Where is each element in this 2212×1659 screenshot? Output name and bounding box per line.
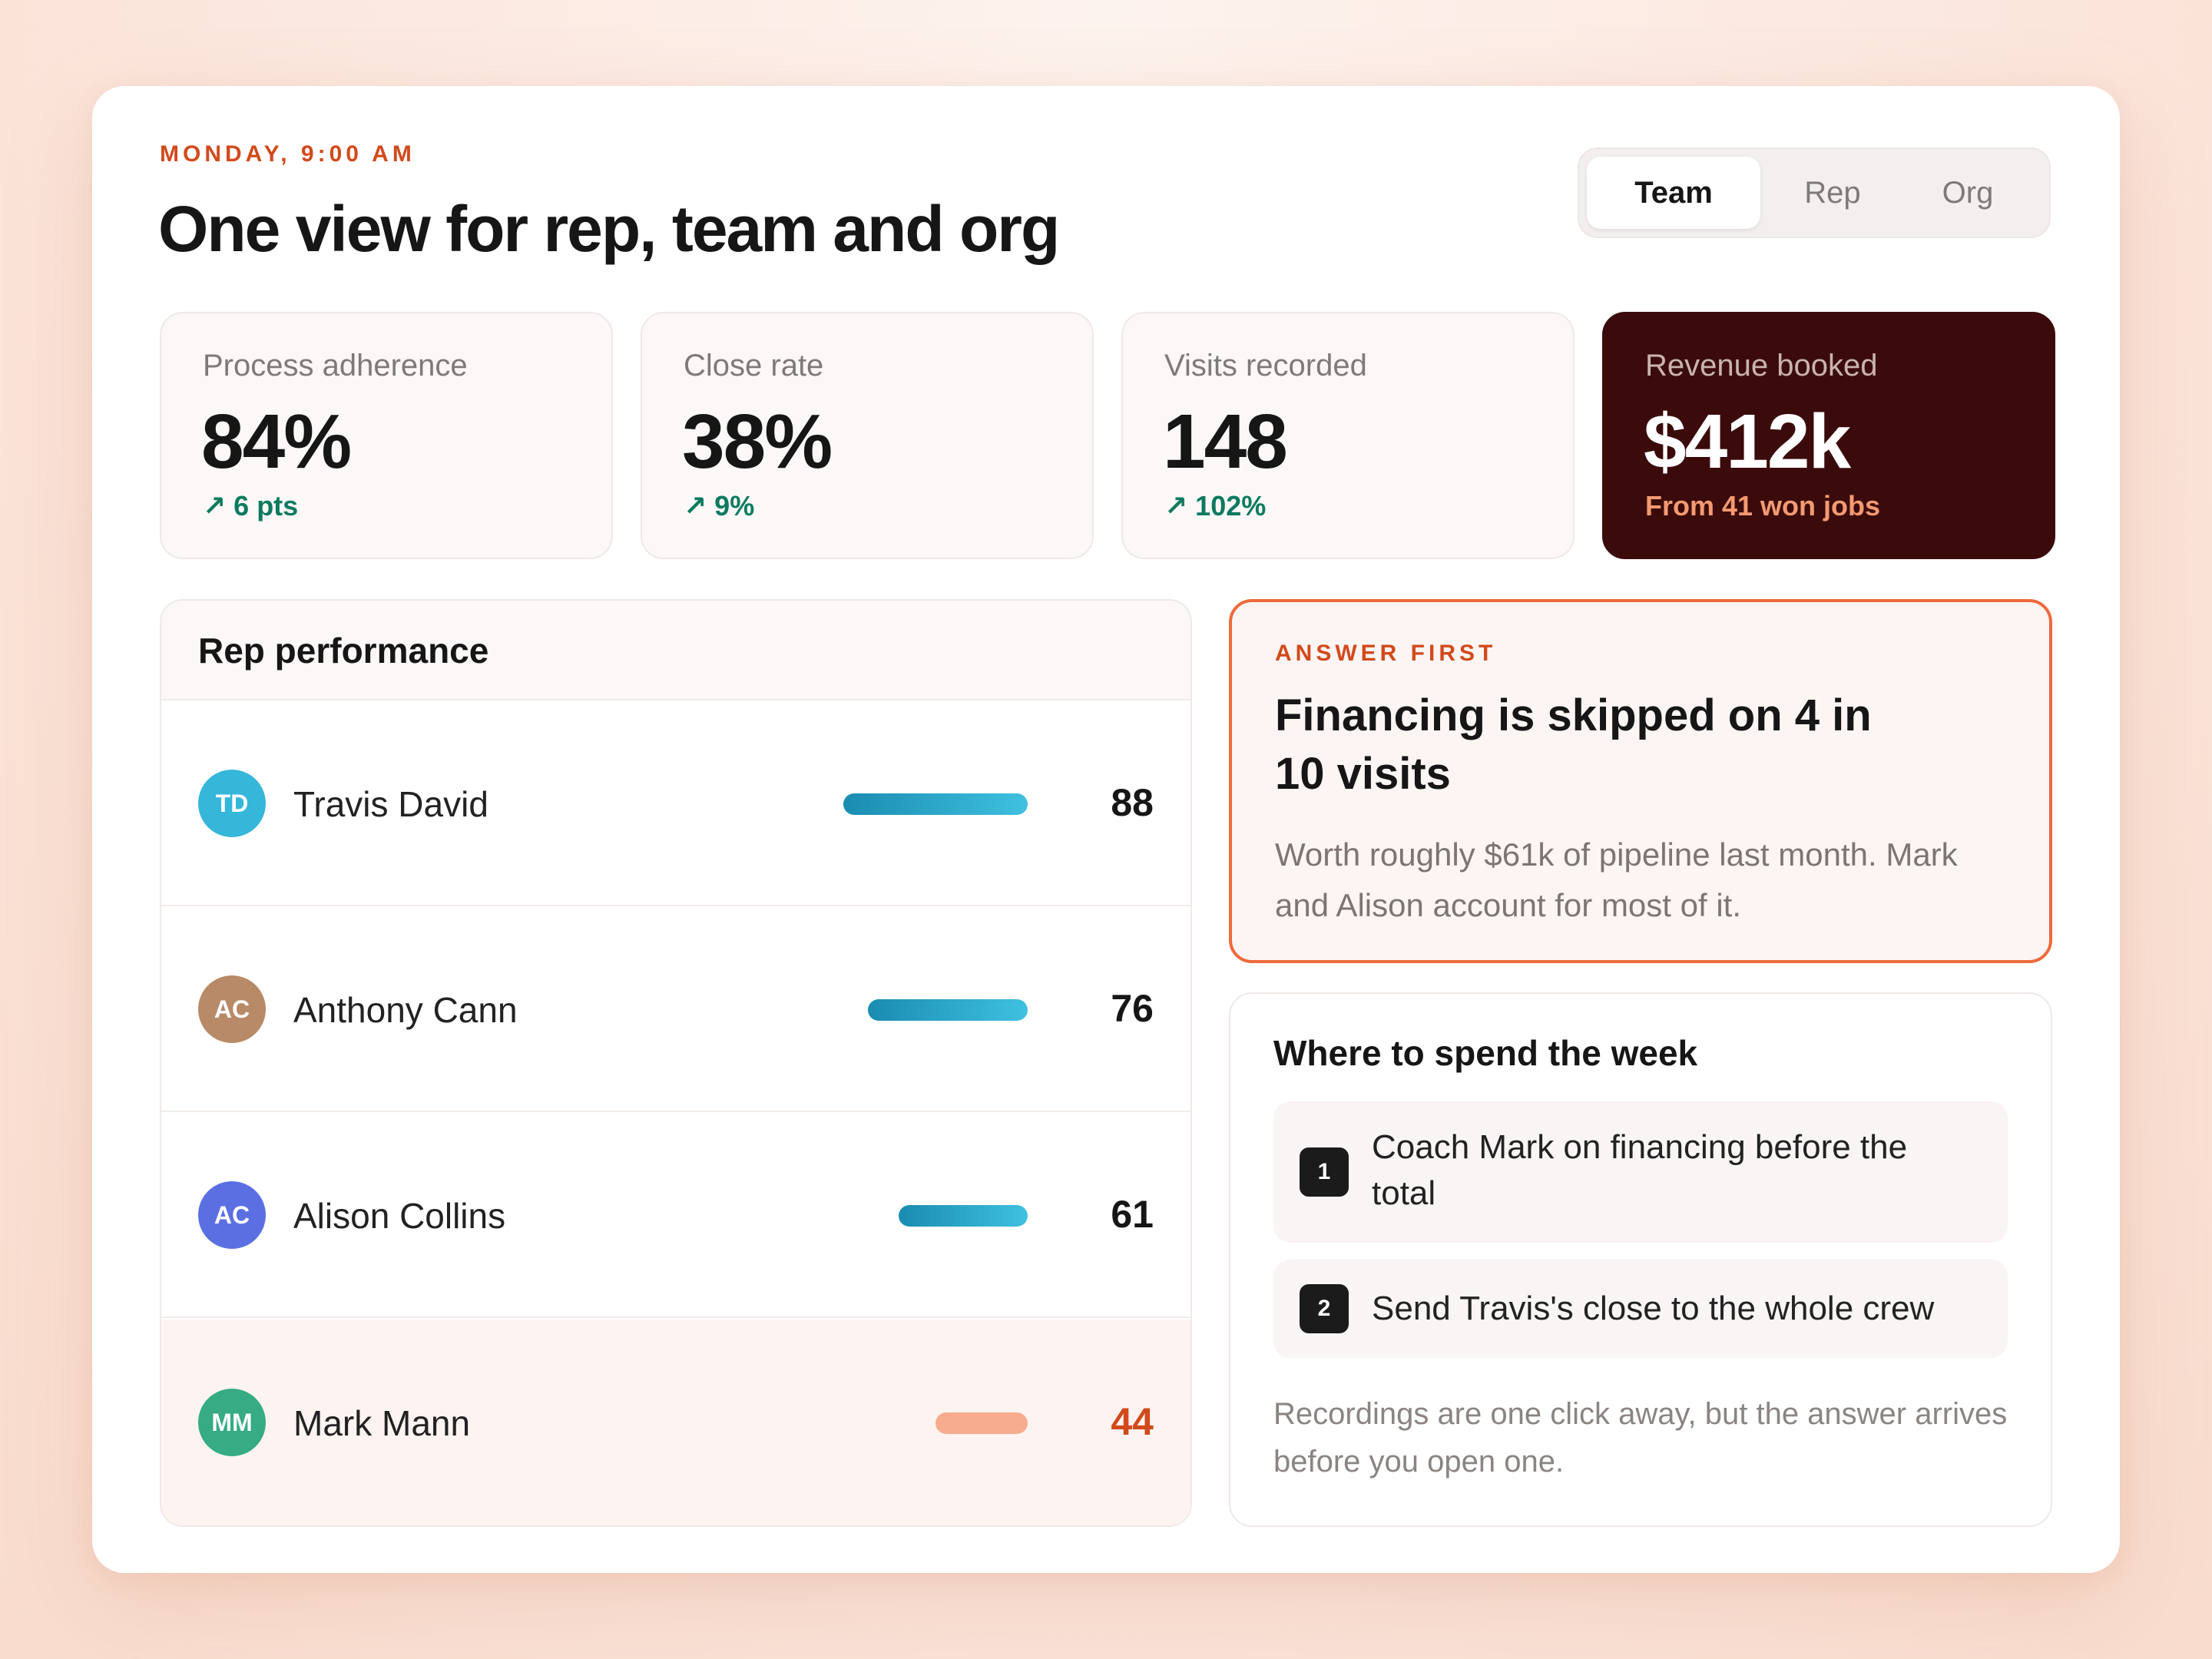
stat-delta: ↗ 102% [1164, 490, 1267, 522]
rep-row[interactable]: TD Travis David 88 [161, 700, 1190, 906]
week-footer-note: Recordings are one click away, but the a… [1273, 1397, 2008, 1479]
answer-title: Financing is skipped on 4 in 10 visits [1275, 690, 1872, 799]
stat-label: Close rate [684, 349, 824, 382]
page-title: One view for rep, team and org [158, 193, 1060, 265]
stat-subtext: From 41 won jobs [1645, 490, 1881, 522]
stat-card-close-rate: Close rate 38% ↗ 9% [641, 312, 1094, 559]
score-bar [868, 999, 1028, 1021]
rep-name: Anthony Cann [293, 990, 518, 1030]
avatar: MM [198, 1389, 266, 1456]
dashboard-card: MONDAY, 9:00 AM One view for rep, team a… [92, 86, 2120, 1573]
stat-card-process-adherence: Process adherence 84% ↗ 6 pts [160, 312, 613, 559]
rep-row[interactable]: MM Mark Mann 44 [161, 1320, 1190, 1525]
rep-score: 88 [1111, 781, 1154, 824]
rep-score: 61 [1111, 1193, 1154, 1236]
stat-delta: ↗ 6 pts [203, 490, 299, 522]
stat-label: Visits recorded [1164, 349, 1367, 382]
week-title: Where to spend the week [1273, 1033, 1698, 1073]
rep-name: Mark Mann [293, 1403, 471, 1443]
answer-first-card: ANSWER FIRST Financing is skipped on 4 i… [1229, 599, 2052, 963]
stat-value: 148 [1163, 399, 1288, 485]
stat-card-visits-recorded: Visits recorded 148 ↗ 102% [1121, 312, 1575, 559]
stat-label: Revenue booked [1645, 349, 1878, 382]
stat-label: Process adherence [203, 349, 468, 382]
score-bar [899, 1205, 1028, 1227]
task-text: Coach Mark on financing before the total [1372, 1128, 1908, 1212]
avatar: TD [198, 770, 266, 837]
panel-title: Rep performance [198, 631, 489, 671]
task-text: Send Travis's close to the whole crew [1372, 1290, 1935, 1327]
rep-row[interactable]: AC Anthony Cann 76 [161, 906, 1190, 1112]
stat-card-revenue-booked: Revenue booked $412k From 41 won jobs [1602, 312, 2055, 559]
task-number: 1 [1300, 1147, 1349, 1197]
avatar: AC [198, 1181, 266, 1249]
toggle-org[interactable]: Org [1942, 176, 1994, 210]
stat-value: 84% [201, 399, 352, 485]
day-time-label: MONDAY, 9:00 AM [160, 141, 416, 167]
rep-name: Alison Collins [293, 1196, 506, 1236]
score-bar [843, 793, 1028, 815]
answer-eyebrow: ANSWER FIRST [1275, 641, 1497, 666]
stat-value: 38% [682, 399, 833, 485]
toggle-team[interactable]: Team [1587, 157, 1760, 229]
rep-row[interactable]: AC Alison Collins 61 [161, 1112, 1190, 1318]
stat-delta: ↗ 9% [684, 490, 755, 522]
score-bar [935, 1412, 1028, 1434]
view-toggle: Team Rep Org [1578, 147, 2051, 238]
answer-body: Worth roughly $61k of pipeline last mont… [1275, 836, 1958, 923]
rep-performance-panel: Rep performance TD Travis David 88 AC An… [160, 599, 1192, 1527]
toggle-rep[interactable]: Rep [1804, 176, 1861, 210]
rep-score: 44 [1111, 1400, 1154, 1443]
stat-value: $412k [1644, 399, 1851, 485]
week-plan-card: Where to spend the week 1 Coach Mark on … [1229, 992, 2052, 1527]
task-item[interactable]: 2 Send Travis's close to the whole crew [1273, 1260, 2008, 1358]
task-number: 2 [1300, 1284, 1349, 1333]
task-item[interactable]: 1 Coach Mark on financing before the tot… [1273, 1101, 2008, 1243]
rep-score: 76 [1111, 987, 1154, 1030]
rep-name: Travis David [293, 784, 488, 824]
avatar: AC [198, 975, 266, 1043]
panel-header: Rep performance [161, 601, 1190, 700]
